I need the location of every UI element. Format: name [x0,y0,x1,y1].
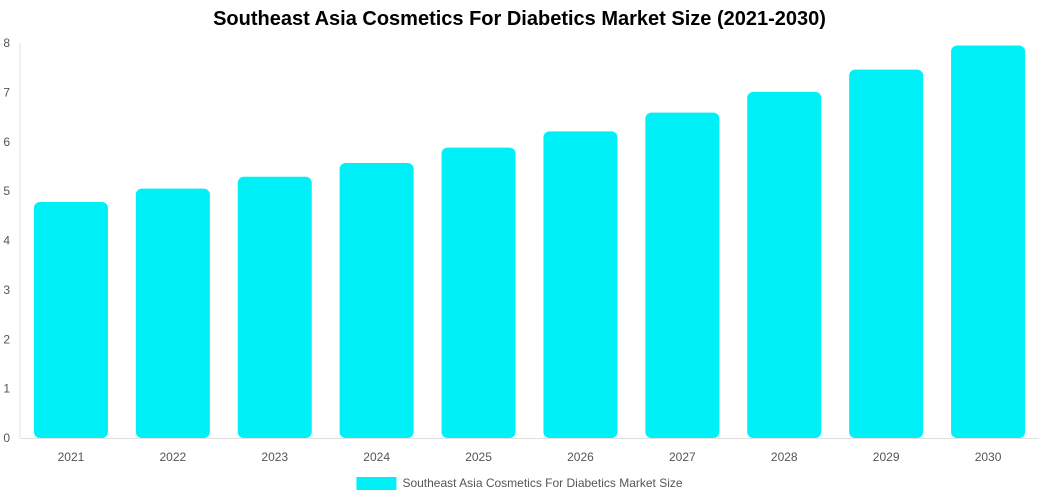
x-tick-label: 2027 [669,450,696,464]
x-tick-label: 2028 [771,450,798,464]
y-tick-label: 3 [3,283,10,297]
x-axis-ticks: 2021 2022 2023 2024 2025 2026 2027 2028 2029 2030 [58,450,1002,464]
bar-2022[interactable] [135,188,210,438]
bar-2026[interactable] [543,131,618,438]
y-axis-ticks: 0 1 2 3 4 5 6 7 8 [3,36,10,445]
x-tick-label: 2030 [975,450,1002,464]
x-tick-label: 2021 [58,450,85,464]
x-tick-label: 2025 [465,450,492,464]
bar-2030[interactable] [951,45,1026,438]
chart-legend[interactable]: Southeast Asia Cosmetics For Diabetics M… [356,476,683,490]
x-tick-label: 2022 [159,450,186,464]
chart-axes [19,43,1039,439]
y-tick-label: 1 [3,382,10,396]
bar-2027[interactable] [645,112,720,439]
chart-title: Southeast Asia Cosmetics For Diabetics M… [213,8,826,30]
x-tick-label: 2023 [261,450,288,464]
bar-2021[interactable] [33,201,108,438]
y-tick-label: 6 [3,135,10,149]
legend-swatch [356,477,397,490]
chart-bars [33,45,1026,439]
x-tick-label: 2029 [873,450,900,464]
y-tick-label: 5 [3,184,10,198]
x-tick-label: 2026 [567,450,594,464]
x-tick-label: 2024 [363,450,390,464]
bar-2024[interactable] [339,162,414,438]
y-tick-label: 0 [3,431,10,445]
y-tick-label: 8 [3,36,10,50]
y-tick-label: 2 [3,332,10,346]
bar-2025[interactable] [441,147,516,439]
y-tick-label: 7 [3,85,10,99]
legend-label: Southeast Asia Cosmetics For Diabetics M… [402,476,682,490]
bar-2029[interactable] [849,69,924,438]
y-tick-label: 4 [3,234,10,248]
bar-2028[interactable] [747,91,822,438]
bar-2023[interactable] [237,176,312,438]
